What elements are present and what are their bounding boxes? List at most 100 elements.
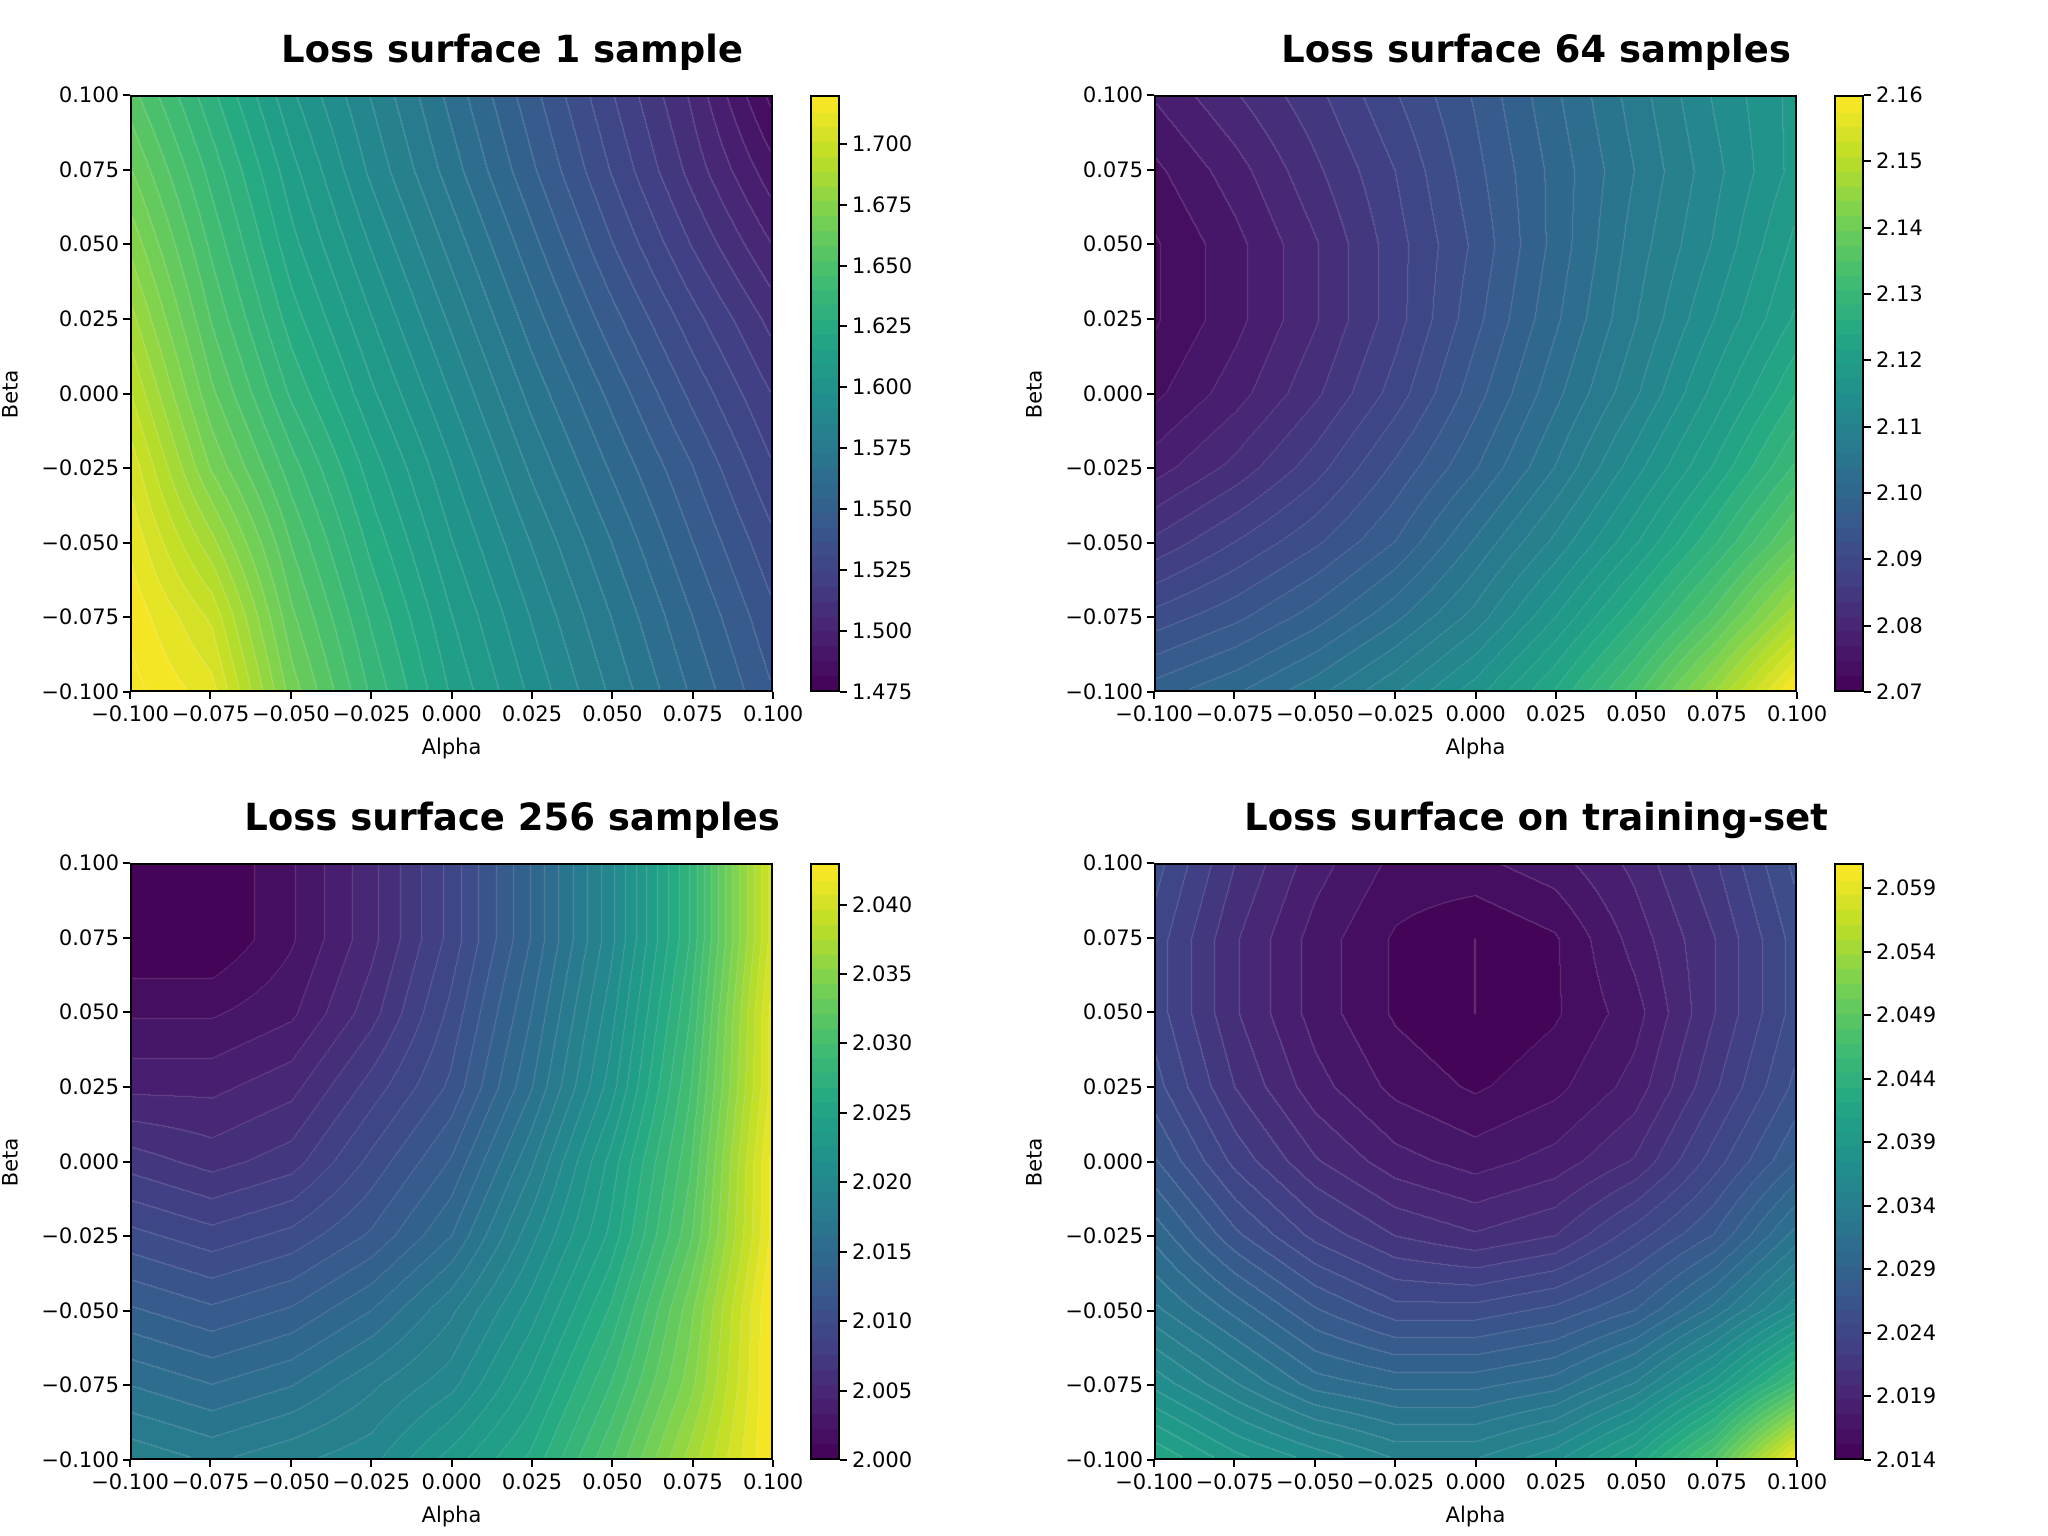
- x-tick: [1715, 1460, 1718, 1467]
- x-tick: [129, 692, 131, 699]
- colorbar: [1834, 95, 1864, 692]
- colorbar-tick: [1864, 691, 1871, 693]
- y-tick-label: 0.050: [58, 232, 119, 257]
- y-tick: [123, 1459, 130, 1461]
- colorbar-tick: [840, 973, 847, 976]
- colorbar-tick-label: 2.10: [1876, 481, 1923, 505]
- contour-fill: [1156, 865, 1795, 1458]
- y-tick: [1147, 541, 1154, 544]
- x-tick-label: −0.075: [171, 1470, 250, 1494]
- colorbar-tick-label: 2.07: [1876, 680, 1923, 704]
- colorbar-tick-label: 1.700: [852, 131, 913, 156]
- y-tick-label: 0.000: [58, 1149, 119, 1174]
- y-tick: [123, 691, 130, 693]
- x-tick: [691, 1460, 694, 1467]
- colorbar-tick-label: 2.12: [1876, 348, 1923, 373]
- colorbar-tick: [840, 1181, 847, 1184]
- colorbar-fill: [1836, 865, 1862, 1458]
- colorbar-tick-label: 1.675: [852, 192, 913, 217]
- x-tick-label: 0.000: [1445, 702, 1506, 726]
- y-axis-label: Beta: [1022, 1137, 1047, 1186]
- y-tick-label: −0.025: [41, 1224, 119, 1249]
- colorbar-tick: [840, 1250, 847, 1253]
- colorbar-tick-label: 1.550: [852, 497, 913, 522]
- colorbar-tick-label: 2.000: [852, 1448, 913, 1472]
- y-tick: [1147, 1309, 1154, 1312]
- x-tick-label: 0.050: [1606, 1470, 1667, 1494]
- colorbar-tick-label: 2.16: [1876, 83, 1923, 107]
- x-tick: [129, 1460, 131, 1467]
- x-tick-label: 0.025: [501, 1470, 562, 1494]
- colorbar-tick-label: 2.024: [1876, 1320, 1937, 1345]
- y-tick: [1147, 243, 1154, 246]
- colorbar-tick: [1864, 492, 1871, 494]
- y-axis-label: Beta: [0, 369, 23, 418]
- y-tick: [1147, 168, 1154, 171]
- colorbar-tick-label: 2.034: [1876, 1193, 1937, 1218]
- x-tick-label: −0.050: [1275, 702, 1354, 726]
- x-tick-label: 0.000: [1445, 1470, 1506, 1494]
- chart-panel: Loss surface 256 samples −0.100 −0.075 −0.0…: [0, 768, 1024, 1536]
- x-tick-label: 0.075: [662, 702, 723, 726]
- x-tick-label: 0.050: [582, 1470, 643, 1494]
- y-tick: [123, 168, 130, 171]
- y-axis-label: Beta: [0, 1137, 23, 1186]
- colorbar-tick: [840, 264, 847, 267]
- y-tick-label: 0.000: [1082, 1149, 1143, 1174]
- y-tick-label: −0.050: [41, 1298, 119, 1323]
- x-tick: [1796, 692, 1798, 699]
- y-tick-label: 0.000: [1082, 381, 1143, 406]
- x-tick: [1313, 692, 1316, 699]
- colorbar-tick: [1864, 1395, 1871, 1398]
- colorbar-tick-label: 1.575: [852, 436, 913, 461]
- colorbar-tick: [840, 630, 847, 633]
- x-tick: [530, 692, 533, 699]
- y-tick-label: −0.050: [1065, 530, 1143, 555]
- x-tick: [289, 692, 292, 699]
- x-tick-label: −0.075: [171, 702, 250, 726]
- contour-plot: [1154, 95, 1797, 692]
- x-tick-label: −0.100: [1115, 702, 1193, 726]
- x-tick: [691, 692, 694, 699]
- x-tick: [611, 692, 614, 699]
- y-tick: [123, 1384, 130, 1387]
- x-tick: [450, 692, 453, 699]
- y-tick: [1147, 94, 1154, 96]
- colorbar-tick: [1864, 624, 1871, 627]
- y-tick: [1147, 1235, 1154, 1238]
- contour-plot: [130, 863, 773, 1460]
- x-tick: [1635, 692, 1638, 699]
- colorbar-tick: [1864, 558, 1871, 561]
- y-tick-label: 0.075: [58, 157, 119, 182]
- x-tick: [1394, 692, 1397, 699]
- colorbar-tick-label: 2.044: [1876, 1066, 1937, 1091]
- y-axis-label: Beta: [1022, 369, 1047, 418]
- x-tick-label: 0.050: [1606, 702, 1667, 726]
- y-tick: [123, 616, 130, 619]
- colorbar-tick-label: 2.029: [1876, 1257, 1937, 1282]
- colorbar-tick: [1864, 94, 1871, 96]
- x-tick: [772, 1460, 774, 1467]
- y-tick-label: −0.100: [41, 680, 119, 704]
- y-tick: [123, 541, 130, 544]
- x-tick-label: −0.025: [1356, 702, 1434, 726]
- x-tick: [1554, 1460, 1557, 1467]
- x-tick: [450, 1460, 453, 1467]
- colorbar-tick-label: 1.650: [852, 253, 913, 278]
- y-tick: [1147, 1011, 1154, 1014]
- y-tick: [123, 243, 130, 246]
- y-tick: [1147, 1459, 1154, 1461]
- contour-plot: [1154, 863, 1797, 1460]
- x-tick-label: 0.100: [1766, 702, 1828, 726]
- colorbar-tick-label: 2.08: [1876, 613, 1923, 638]
- y-tick: [123, 1160, 130, 1163]
- chart-panel: Loss surface 1 sample −0.100 −0.075 −0.050−…: [0, 0, 1024, 768]
- y-tick: [123, 467, 130, 470]
- colorbar-tick: [840, 1111, 847, 1114]
- y-tick: [1147, 936, 1154, 939]
- colorbar-tick-label: 2.035: [852, 962, 913, 987]
- y-tick-label: −0.025: [1065, 1224, 1143, 1249]
- colorbar-tick: [1864, 887, 1871, 890]
- x-axis-label: Alpha: [421, 1503, 482, 1527]
- x-tick: [1715, 692, 1718, 699]
